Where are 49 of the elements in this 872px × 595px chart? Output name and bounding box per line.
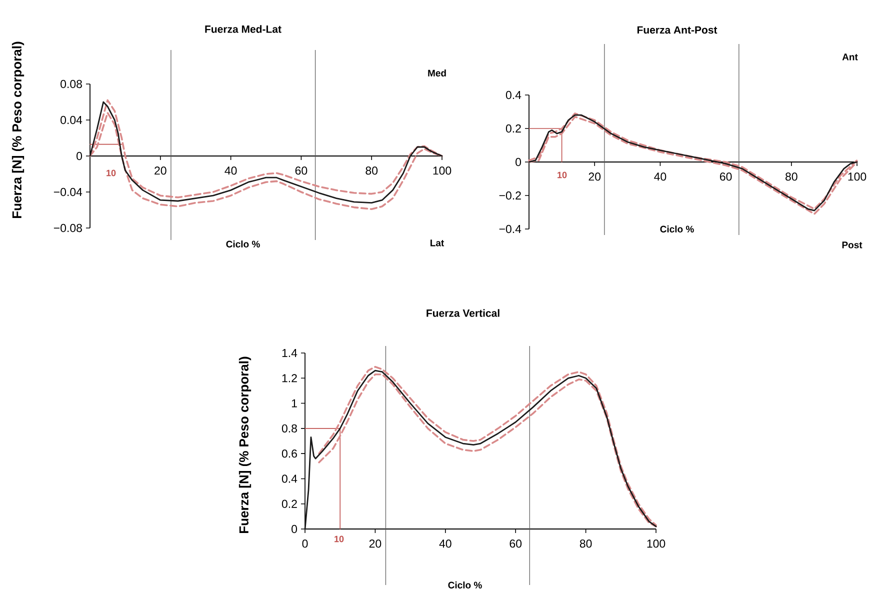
x-tick-label: 80	[366, 166, 378, 175]
y-tick-label: 0.4	[506, 90, 522, 100]
text: Med	[428, 70, 446, 76]
x-tick-label: 100	[647, 540, 666, 548]
x-tick-label: 100	[848, 172, 866, 181]
x-tick-label: 40	[654, 172, 666, 181]
text: Lat	[430, 240, 444, 246]
x-axis-title: Ciclo %	[226, 240, 260, 248]
chart-title: Fuerza Med-Lat	[205, 25, 282, 33]
y-tick-label: 0.08	[60, 80, 82, 88]
y-tick-label: 0	[516, 158, 522, 166]
x-tick-label: 60	[510, 540, 522, 548]
text: Post	[842, 242, 862, 248]
y-axis-title: Fuerza [N] (% Peso corporal)	[12, 42, 24, 218]
y-tick-label: −0.2	[499, 191, 521, 200]
x-tick-label: 80	[580, 540, 592, 548]
text: 10	[334, 536, 344, 542]
x-tick-label: 40	[224, 166, 237, 175]
y-tick-label: 0.2	[282, 500, 297, 508]
chart-title: Fuerza Ant-Post	[637, 26, 718, 34]
x-tick-label: 20	[588, 172, 601, 181]
y-tick-label: 0.04	[60, 116, 82, 124]
y-tick-label: 1	[292, 399, 297, 408]
text: Ant	[842, 54, 858, 60]
annotation: 10	[558, 172, 567, 178]
y-tick-label: −0.08	[54, 224, 82, 232]
x-tick-label: 20	[154, 166, 166, 175]
y-tick-label: 0.8	[282, 424, 297, 432]
y-tick-label: 0.2	[506, 124, 521, 133]
x-tick-label: 20	[369, 540, 382, 548]
y-tick-label: −0.4	[499, 224, 522, 234]
y-tick-label: 0	[76, 152, 82, 160]
x-tick-label: 60	[295, 166, 308, 175]
y-tick-label: 1.2	[282, 374, 297, 382]
y-tick-label: −0.04	[54, 188, 82, 196]
x-tick-label: 0	[302, 540, 308, 548]
annotation: 10	[106, 170, 116, 176]
chart-title: Fuerza Vertical	[426, 309, 500, 317]
y-tick-label: 0.6	[282, 450, 297, 458]
x-tick-label: 60	[720, 172, 732, 181]
x-axis-title: Ciclo %	[448, 582, 482, 588]
x-axis-title: Ciclo %	[660, 226, 694, 232]
y-tick-label: 0	[292, 524, 298, 534]
x-tick-label: 80	[786, 172, 798, 181]
y-tick-label: 0.4	[282, 474, 298, 483]
x-tick-label: 100	[433, 166, 452, 175]
y-axis-title: Fuerza [N] (% Peso corporal)	[238, 356, 252, 533]
y-tick-label: 1.4	[282, 349, 298, 357]
x-tick-label: 40	[439, 540, 452, 548]
